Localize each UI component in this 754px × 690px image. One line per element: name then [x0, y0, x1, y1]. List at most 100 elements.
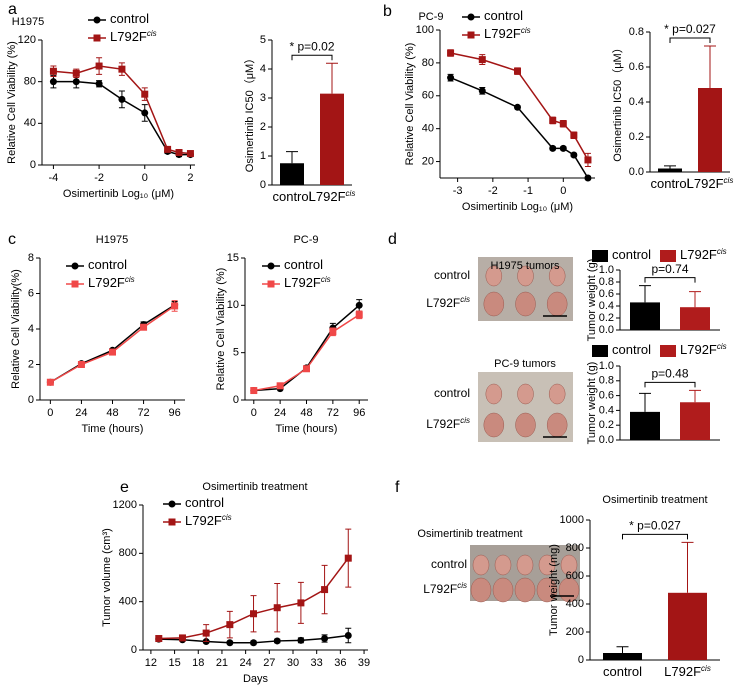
y-tick-label: 40 [422, 123, 434, 135]
bar [698, 88, 722, 172]
text-part: cis [222, 513, 232, 522]
bar [680, 307, 710, 330]
marker [344, 554, 352, 562]
y-tick-label: 0.8 [599, 276, 614, 288]
marker [297, 636, 305, 644]
x-tick-label: 24 [75, 407, 87, 419]
annotation: p=0.74 [651, 262, 688, 276]
y-tick-label: 0.6 [599, 390, 614, 402]
y-tick-label: 80 [24, 76, 36, 88]
x-tick-label: -1 [523, 185, 533, 197]
bar [630, 411, 660, 440]
x-axis-label: Time (hours) [82, 423, 144, 435]
y-tick-label: 1.0 [599, 360, 614, 372]
x-tick-label: -2 [94, 172, 104, 184]
text-part: cis [724, 176, 734, 185]
annotation: * p=0.027 [664, 22, 716, 36]
y-tick-label: 0.4 [599, 300, 614, 312]
legend-label: control [484, 8, 523, 23]
text-part: cis [717, 342, 727, 351]
legend-label: control [110, 11, 149, 26]
text-part: control [434, 386, 470, 400]
y-tick-label: 60 [422, 90, 434, 102]
x-tick-label: -3 [453, 185, 463, 197]
marker [355, 301, 363, 309]
text-part: L792F [110, 29, 147, 44]
tumor [548, 265, 566, 287]
marker [202, 629, 210, 637]
x-tick-label: 48 [300, 407, 312, 419]
legend-marker [93, 16, 101, 24]
text-part: L792F [687, 176, 724, 191]
text-part: control [431, 557, 467, 571]
y-axis-label: Tumor weight (g) [586, 362, 598, 445]
row-label: L792Fcis [423, 581, 467, 596]
marker [478, 56, 486, 64]
legend-label: control [284, 257, 323, 272]
marker [447, 74, 455, 82]
error-bar [704, 45, 716, 88]
x-tick-label: 30 [287, 657, 299, 669]
y-tick-label: 0.0 [599, 324, 614, 336]
y-tick-label: 4 [28, 323, 34, 335]
row-label: L792Fcis [426, 295, 470, 310]
y-tick-label: 400 [119, 596, 137, 608]
x-tick-label: 24 [240, 657, 252, 669]
y-tick-label: 0.4 [599, 404, 614, 416]
legend-marker [467, 31, 475, 39]
text-part: control [612, 342, 651, 357]
y-axis-label: Relative Cell Viability (%) [6, 41, 18, 164]
legend-label: control [88, 257, 127, 272]
x-tick-label: 21 [216, 657, 228, 669]
y-tick-label: 0.2 [599, 419, 614, 431]
y-tick-label: 2 [28, 358, 34, 370]
y-tick-label: 800 [566, 542, 584, 554]
y-tick-label: 0.6 [629, 61, 644, 73]
panel-label: b [383, 3, 392, 20]
x-axis-label: Days [243, 673, 269, 685]
x-tick-label: 24 [274, 407, 286, 419]
legend-marker [467, 13, 475, 21]
tumor [517, 383, 534, 405]
legend-swatch [592, 250, 608, 262]
legend-marker [168, 500, 176, 508]
tumor [494, 554, 512, 576]
marker [478, 87, 486, 95]
annotation: * p=0.027 [629, 519, 681, 533]
x-tick-label: 0 [560, 185, 566, 197]
x-tick-label: 2 [187, 172, 193, 184]
marker [141, 90, 149, 98]
bracket [622, 533, 688, 540]
y-tick-label: 3 [260, 92, 266, 104]
marker [175, 149, 183, 156]
text-part: cis [521, 26, 531, 35]
chart-title: PC-9 [418, 11, 443, 23]
y-tick-label: 0.0 [629, 166, 644, 178]
text-part: control [434, 268, 470, 282]
x-tick-label: L792Fcis [309, 189, 356, 204]
x-tick-label: control [650, 176, 689, 191]
marker [49, 78, 57, 86]
y-tick-label: 1.0 [599, 264, 614, 276]
text-part: L792F [680, 247, 717, 262]
legend-swatch [660, 345, 676, 357]
x-tick-label: 72 [137, 407, 149, 419]
text-part: L792F [284, 275, 321, 290]
marker [273, 637, 281, 645]
marker [329, 328, 337, 336]
text-part: cis [147, 29, 157, 38]
marker [570, 151, 578, 159]
row-label: control [431, 557, 467, 571]
text-part: L792F [423, 582, 457, 596]
photo-title: Osimertinib treatment [417, 528, 522, 540]
tumor [546, 291, 568, 317]
legend-label: L792Fcis [680, 342, 727, 357]
x-tick-label: control [272, 189, 311, 204]
legend-label: L792Fcis [284, 275, 331, 290]
marker [570, 131, 578, 139]
legend-label: L792Fcis [185, 513, 232, 528]
bar [280, 163, 304, 185]
text-part: L792F [309, 189, 346, 204]
text-part: control [272, 189, 311, 204]
